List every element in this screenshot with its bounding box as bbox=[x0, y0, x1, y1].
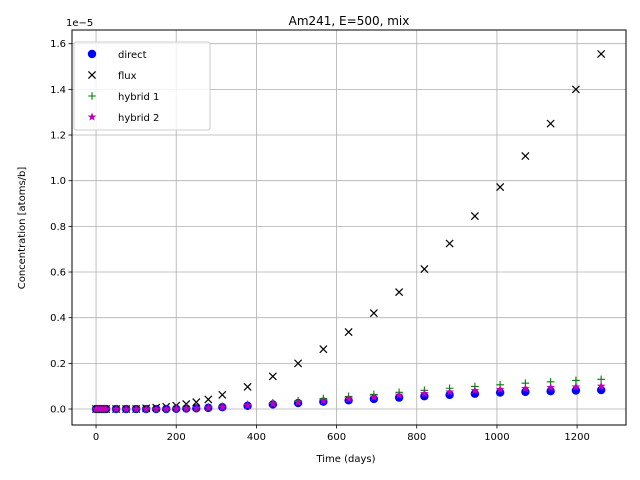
data-point bbox=[420, 392, 429, 401]
grid bbox=[72, 30, 626, 425]
legend-marker bbox=[88, 92, 96, 100]
legend: direct flux hybrid 1 hybrid 2 bbox=[73, 41, 211, 131]
data-point bbox=[521, 152, 530, 161]
x-axis-label: Time (days) bbox=[315, 454, 375, 465]
legend-marker bbox=[87, 70, 97, 80]
x-tick-label: 400 bbox=[247, 432, 266, 443]
data-point bbox=[394, 393, 404, 402]
data-point bbox=[496, 183, 505, 192]
data-point bbox=[293, 397, 303, 407]
data-point bbox=[495, 388, 505, 397]
axis-ticks: 0 200 400 600 800 1000 1200 0.0 0.2 0.4 0.6 0.8 1.0 1… bbox=[50, 39, 590, 443]
data-point bbox=[546, 387, 555, 396]
legend-label: hybrid 2 bbox=[118, 113, 159, 124]
x-tick-label: 1200 bbox=[564, 432, 589, 443]
data-point bbox=[204, 395, 213, 404]
legend-marker bbox=[87, 49, 97, 59]
data-point bbox=[191, 403, 201, 412]
chart-title: Am241, E=500, mix bbox=[289, 14, 410, 28]
data-point bbox=[192, 398, 201, 407]
series-markers bbox=[91, 49, 606, 414]
data-point bbox=[243, 401, 252, 410]
data-point bbox=[141, 404, 151, 413]
data-point bbox=[521, 383, 530, 393]
data-point bbox=[369, 309, 378, 318]
data-point bbox=[445, 239, 454, 248]
data-point bbox=[470, 212, 479, 221]
data-point bbox=[161, 404, 171, 413]
data-point bbox=[344, 328, 353, 337]
y-tick-label: 1.2 bbox=[50, 131, 66, 142]
data-point bbox=[182, 399, 191, 409]
y-tick-label: 0.6 bbox=[50, 268, 66, 279]
series-hybrid-2 bbox=[91, 381, 606, 413]
data-point bbox=[395, 288, 404, 297]
data-point bbox=[495, 384, 505, 394]
data-point bbox=[204, 403, 213, 412]
data-point bbox=[394, 390, 404, 399]
data-point bbox=[521, 387, 530, 397]
data-point bbox=[268, 399, 278, 408]
data-point bbox=[151, 404, 161, 413]
data-point bbox=[420, 388, 429, 398]
y-tick-label: 0.0 bbox=[50, 405, 66, 416]
data-point bbox=[571, 85, 580, 94]
data-point bbox=[596, 381, 606, 390]
data-point bbox=[218, 402, 227, 411]
data-point bbox=[470, 389, 480, 398]
plot-area bbox=[71, 29, 627, 426]
legend-entries: direct flux hybrid 1 hybrid 2 bbox=[87, 49, 159, 124]
data-point bbox=[181, 404, 191, 413]
data-point bbox=[218, 390, 227, 399]
legend-marker bbox=[87, 112, 97, 121]
data-point bbox=[319, 396, 328, 405]
data-point bbox=[546, 383, 555, 392]
data-point bbox=[121, 404, 131, 413]
x-tick-label: 800 bbox=[407, 432, 426, 443]
data-point bbox=[131, 404, 141, 413]
data-point bbox=[470, 386, 480, 395]
y-tick-label: 0.2 bbox=[50, 359, 66, 370]
data-point bbox=[319, 345, 328, 354]
x-tick-label: 200 bbox=[167, 432, 186, 443]
data-point bbox=[243, 382, 252, 391]
data-point bbox=[101, 404, 111, 413]
x-tick-label: 600 bbox=[327, 432, 346, 443]
data-point bbox=[597, 49, 606, 58]
x-tick-label: 0 bbox=[93, 432, 99, 443]
data-point bbox=[571, 386, 581, 395]
data-point bbox=[445, 390, 454, 400]
y-tick-label: 0.8 bbox=[50, 222, 66, 233]
legend-label: flux bbox=[118, 71, 137, 82]
data-point bbox=[294, 359, 303, 368]
data-point bbox=[268, 372, 277, 381]
y-axis-label: Concentration [atoms/b] bbox=[17, 167, 28, 290]
data-point bbox=[171, 404, 181, 413]
legend-label: hybrid 1 bbox=[118, 92, 159, 103]
legend-label: direct bbox=[118, 50, 147, 61]
data-point bbox=[420, 265, 429, 274]
data-point bbox=[369, 392, 379, 401]
data-point bbox=[546, 119, 555, 128]
x-tick-label: 1000 bbox=[484, 432, 509, 443]
data-point bbox=[344, 394, 353, 403]
legend-box bbox=[73, 41, 211, 131]
y-tick-label: 1.0 bbox=[50, 176, 66, 187]
y-tick-label: 0.4 bbox=[50, 313, 66, 324]
data-point bbox=[571, 382, 581, 391]
data-point bbox=[111, 404, 121, 413]
y-tick-label: 1.4 bbox=[50, 85, 66, 96]
y-axis-offset-label: 1e−5 bbox=[66, 18, 93, 29]
data-point bbox=[445, 387, 454, 396]
y-tick-label: 1.6 bbox=[50, 39, 66, 50]
